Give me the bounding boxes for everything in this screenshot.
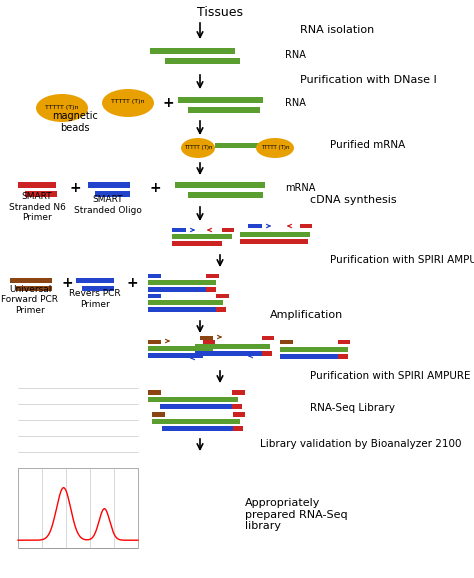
Bar	[188, 192, 263, 198]
Bar	[148, 307, 220, 312]
Ellipse shape	[36, 94, 88, 122]
Text: +: +	[126, 276, 138, 290]
Bar	[148, 340, 161, 344]
Bar	[233, 412, 245, 417]
Text: SMART
Stranded Oligo: SMART Stranded Oligo	[74, 195, 142, 214]
Text: TTTTT (T)n: TTTTT (T)n	[261, 144, 289, 150]
Bar	[222, 228, 234, 232]
Text: RNA: RNA	[285, 50, 306, 60]
Text: +: +	[149, 181, 161, 195]
Bar	[232, 390, 245, 395]
Text: RNA: RNA	[285, 98, 306, 108]
Text: Revers PCR
Primer: Revers PCR Primer	[69, 290, 121, 309]
Bar	[175, 182, 265, 188]
Ellipse shape	[102, 89, 154, 117]
Bar	[195, 344, 270, 349]
Bar	[148, 280, 216, 285]
Text: Amplification: Amplification	[270, 310, 343, 320]
Bar	[148, 287, 208, 292]
Text: +: +	[61, 276, 73, 290]
Bar	[148, 353, 203, 358]
Bar	[162, 426, 240, 431]
Bar	[206, 287, 216, 292]
Text: +: +	[162, 96, 174, 110]
Bar	[95, 191, 130, 197]
Bar	[148, 274, 161, 278]
Text: TTTTT (T)n: TTTTT (T)n	[45, 105, 79, 109]
Bar	[25, 191, 57, 197]
Bar	[88, 182, 130, 188]
Bar	[216, 307, 226, 312]
Bar	[206, 274, 219, 278]
Text: mRNA: mRNA	[285, 183, 315, 193]
Bar	[152, 412, 165, 417]
Ellipse shape	[181, 138, 215, 158]
Text: cDNA synthesis: cDNA synthesis	[310, 195, 397, 205]
Bar	[16, 286, 52, 291]
Bar	[160, 404, 240, 409]
Text: RNA-Seq Library: RNA-Seq Library	[310, 403, 395, 413]
Text: magnetic
beads: magnetic beads	[52, 111, 98, 133]
Bar	[195, 351, 267, 356]
Text: +: +	[69, 181, 81, 195]
Bar	[232, 404, 242, 409]
Bar	[148, 294, 161, 298]
Ellipse shape	[256, 138, 294, 158]
Bar	[18, 182, 56, 188]
Bar	[152, 419, 240, 424]
Bar	[150, 48, 235, 54]
Bar	[172, 234, 232, 239]
Bar	[200, 336, 213, 340]
Text: Purification with SPIRI AMPURE XP: Purification with SPIRI AMPURE XP	[310, 371, 474, 381]
Bar	[280, 340, 293, 344]
Text: Appropriately
prepared RNA-Seq
library: Appropriately prepared RNA-Seq library	[245, 498, 347, 531]
Text: RNA isolation: RNA isolation	[300, 25, 374, 35]
Bar	[248, 224, 262, 228]
Bar	[10, 278, 52, 283]
Bar	[215, 143, 260, 148]
Bar	[338, 354, 348, 359]
Bar	[338, 340, 350, 344]
Text: Purification with SPIRI AMPURE XP: Purification with SPIRI AMPURE XP	[330, 255, 474, 265]
Bar	[76, 278, 114, 283]
Bar	[188, 107, 260, 113]
Bar	[82, 286, 114, 291]
Bar	[262, 351, 272, 356]
Text: TTTTT (T)n: TTTTT (T)n	[111, 99, 145, 105]
Text: TTTTT (T)n: TTTTT (T)n	[184, 144, 212, 150]
Bar	[216, 294, 229, 298]
Bar	[280, 354, 340, 359]
Bar	[300, 224, 312, 228]
Bar	[280, 347, 348, 352]
Bar	[233, 426, 243, 431]
Text: Purified mRNA: Purified mRNA	[330, 140, 405, 150]
Bar	[148, 390, 161, 395]
Bar	[203, 340, 215, 344]
Bar	[148, 300, 223, 305]
Bar	[240, 239, 308, 244]
Bar	[172, 228, 186, 232]
Bar	[262, 336, 274, 340]
Bar	[240, 232, 310, 237]
Bar	[172, 241, 222, 246]
Text: Tissues: Tissues	[197, 6, 243, 18]
Bar	[178, 97, 263, 103]
Bar	[165, 58, 240, 64]
Bar	[148, 397, 238, 402]
Bar	[148, 346, 213, 351]
Text: Library validation by Bioanalyzer 2100: Library validation by Bioanalyzer 2100	[260, 439, 462, 449]
Bar	[18, 468, 138, 548]
Text: Purification with DNase I: Purification with DNase I	[300, 75, 437, 85]
Text: Universal
Forward PCR
Primer: Universal Forward PCR Primer	[1, 285, 58, 315]
Text: SMART
Stranded N6
Primer: SMART Stranded N6 Primer	[9, 192, 65, 222]
